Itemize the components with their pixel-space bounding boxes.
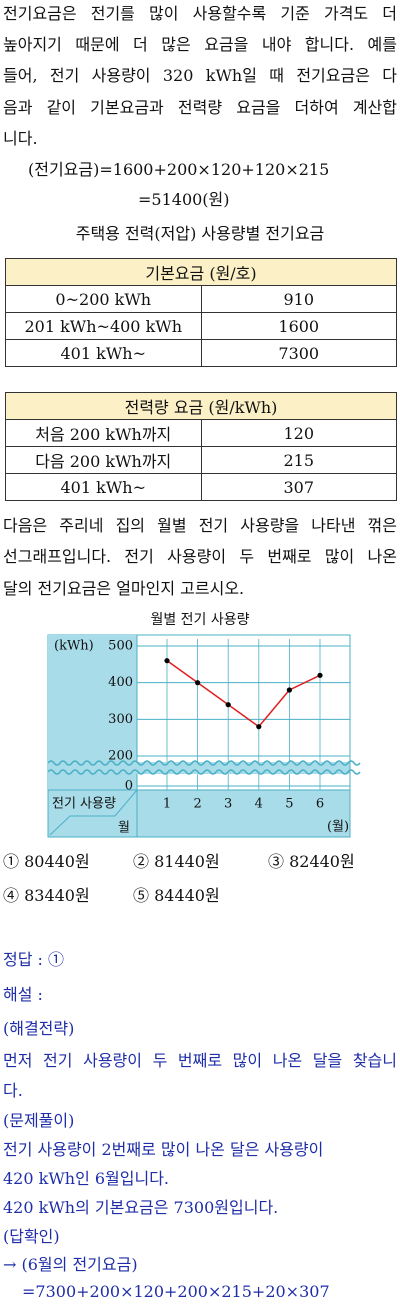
table: 전력량 요금 (원/kWh) 처음 200 kWh까지 120 다음 200 kW… bbox=[5, 392, 397, 501]
text-line: 높아지기 때문에 더 많은 요금을 내야 합니다. 예를 bbox=[3, 35, 397, 54]
cell: 401 kWh~ bbox=[5, 339, 202, 367]
choice: ③ 82440원 bbox=[268, 852, 355, 871]
x-label-band bbox=[47, 789, 351, 838]
cell: 0~200 kWh bbox=[5, 285, 202, 313]
cell: 307 bbox=[200, 473, 397, 501]
axis-break-line bbox=[47, 769, 361, 775]
solution-line: =7300+200×120+200×215+20×307 bbox=[22, 1282, 330, 1301]
data-line bbox=[166, 660, 321, 728]
text-line: 달의 전기요금은 얼마인지 고르시오. bbox=[3, 579, 245, 598]
data-point bbox=[164, 658, 170, 664]
solution-line: (해결전략) bbox=[3, 1019, 75, 1038]
table-title: 주택용 전력(저압) 사용량별 전기요금 bbox=[75, 224, 325, 243]
data-point bbox=[317, 672, 323, 678]
solution-line: 다. bbox=[3, 1081, 23, 1100]
data-point bbox=[286, 687, 292, 693]
axis-break-line bbox=[47, 760, 361, 766]
corner-divider bbox=[49, 789, 138, 836]
solution-line: 420 kWh인 6월입니다. bbox=[3, 1169, 170, 1188]
solution-line: 먼저 전기 사용량이 두 번째로 많이 나온 달을 찾습니 bbox=[3, 1051, 397, 1070]
text-line: 음과 같이 기본요금과 전력량 요금을 더하여 계산합 bbox=[3, 98, 397, 117]
y-tick-label: 400 bbox=[108, 675, 133, 690]
cell: 910 bbox=[200, 285, 397, 313]
x-tick-label: 6 bbox=[316, 797, 324, 812]
equation: =51400(원) bbox=[138, 190, 230, 209]
x-tick-label: 5 bbox=[285, 797, 293, 812]
solution-line: (답확인) bbox=[3, 1227, 60, 1246]
solution-line: → (6월의 전기요금) bbox=[3, 1255, 138, 1274]
data-point bbox=[256, 724, 262, 730]
cell: 120 bbox=[200, 419, 397, 447]
x-tick-label: 4 bbox=[255, 797, 263, 812]
y-tick-label: 0 bbox=[125, 779, 133, 794]
cell: 201 kWh~400 kWh bbox=[5, 312, 202, 340]
solution-line: 정답 : ① bbox=[3, 950, 65, 969]
x-tick-label: 1 bbox=[163, 797, 171, 812]
y-tick-label: 300 bbox=[108, 712, 133, 727]
cell: 처음 200 kWh까지 bbox=[5, 419, 202, 447]
cell: 401 kWh~ bbox=[5, 473, 202, 501]
y-tick-label: 500 bbox=[108, 639, 133, 654]
text-line: 전기요금은 전기를 많이 사용할수록 기준 가격도 더 bbox=[3, 4, 397, 23]
y-tick-label: 200 bbox=[108, 749, 133, 764]
cell: 다음 200 kWh까지 bbox=[5, 446, 202, 474]
corner-label: 전기 사용량 bbox=[52, 797, 116, 812]
x-axis-label: (월) bbox=[327, 820, 349, 835]
table-header: 기본요금 (원/호) bbox=[5, 258, 397, 286]
x-tick-label: 2 bbox=[193, 797, 201, 812]
text-line: 다음은 주리네 집의 월별 전기 사용량을 나타낸 꺾은 bbox=[3, 516, 397, 535]
y-axis-label: (kWh) bbox=[54, 639, 94, 654]
table-header: 전력량 요금 (원/kWh) bbox=[5, 392, 397, 420]
text-line: 니다. bbox=[3, 129, 38, 148]
solution-line: 해설 : bbox=[3, 985, 43, 1004]
data-point bbox=[195, 680, 201, 686]
cell: 215 bbox=[200, 446, 397, 474]
equation: (전기요금)=1600+200×120+120×215 bbox=[28, 160, 330, 179]
corner-label: 월 bbox=[118, 821, 130, 836]
choice: ⑤ 84440원 bbox=[133, 886, 220, 905]
data-point bbox=[225, 702, 231, 708]
text-line: 들어, 전기 사용량이 320 kWh일 때 전기요금은 다 bbox=[3, 66, 397, 85]
choice: ② 81440원 bbox=[133, 852, 220, 871]
cell: 1600 bbox=[200, 312, 397, 340]
choice: ④ 83440원 bbox=[3, 886, 90, 905]
solution-line: 전기 사용량이 2번째로 많이 나온 달은 사용량이 bbox=[3, 1140, 324, 1159]
chart-title: 월별 전기 사용량 bbox=[150, 612, 249, 628]
cell: 7300 bbox=[200, 339, 397, 367]
text-line: 선그래프입니다. 전기 사용량이 두 번째로 많이 나온 bbox=[3, 547, 397, 566]
solution-line: (문제풀이) bbox=[3, 1111, 75, 1130]
table: 기본요금 (원/호) 0~200 kWh 910 201 kWh~400 kWh 1… bbox=[5, 258, 397, 367]
x-tick-label: 3 bbox=[224, 797, 232, 812]
choice: ① 80440원 bbox=[3, 852, 90, 871]
solution-line: 420 kWh의 기본요금은 7300원입니다. bbox=[3, 1198, 279, 1217]
